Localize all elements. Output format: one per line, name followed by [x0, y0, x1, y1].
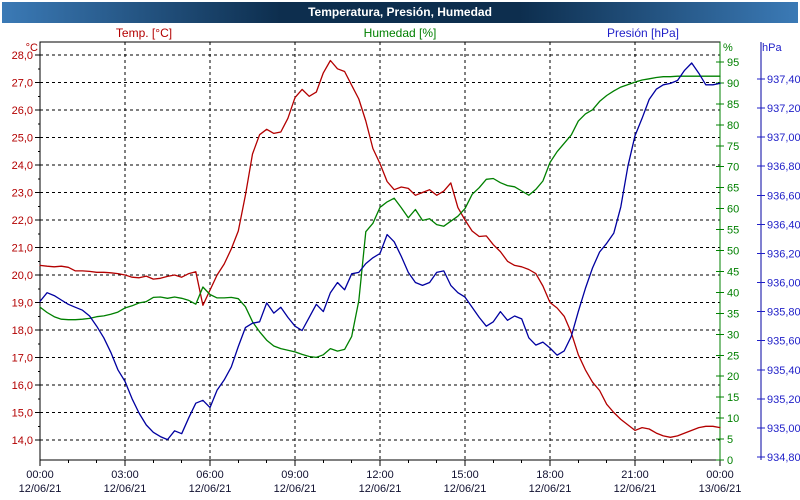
- x-time-label: 18:00: [536, 469, 564, 481]
- humidity-tick-label: 70: [727, 162, 739, 174]
- pressure-tick-label: 936,40: [767, 219, 800, 231]
- legend-temperature-label: Temp. [°C]: [115, 26, 173, 40]
- humidity-tick-label: 30: [727, 329, 739, 341]
- pressure-tick-label: 936,60: [767, 190, 800, 202]
- humidity-tick-label: 5: [727, 434, 733, 446]
- legend-humidity-label: Humedad [%]: [363, 26, 437, 40]
- humidity-tick-label: 80: [727, 120, 739, 132]
- x-date-label: 12/06/21: [444, 483, 487, 495]
- x-date-label: 12/06/21: [189, 483, 232, 495]
- temp-tick-label: 24,0: [12, 160, 33, 172]
- x-date-label: 12/06/21: [614, 483, 657, 495]
- x-date-label: 12/06/21: [274, 483, 317, 495]
- humidity-tick-label: 75: [727, 141, 739, 153]
- humidity-tick-label: 60: [727, 204, 739, 216]
- pressure-tick-label: 935,00: [767, 423, 800, 435]
- temp-tick-label: 23,0: [12, 188, 33, 200]
- x-date-label: 13/06/21: [699, 483, 742, 495]
- temperature-axis-unit: °C: [25, 42, 38, 54]
- temp-tick-label: 20,0: [12, 270, 33, 282]
- pressure-tick-label: 935,60: [767, 336, 800, 348]
- pressure-tick-label: 937,00: [767, 132, 800, 144]
- x-time-label: 12:00: [366, 469, 394, 481]
- x-time-label: 21:00: [621, 469, 649, 481]
- pressure-tick-label: 937,20: [767, 103, 800, 115]
- humidity-tick-label: 95: [727, 57, 739, 69]
- humidity-tick-label: 35: [727, 308, 739, 320]
- pressure-series-line: [39, 62, 721, 441]
- x-time-label: 00:00: [26, 469, 54, 481]
- temp-tick-label: 19,0: [12, 298, 33, 310]
- temp-tick-label: 14,0: [12, 435, 33, 447]
- temp-tick-label: 18,0: [12, 325, 33, 337]
- temp-tick-label: 21,0: [12, 243, 33, 255]
- pressure-tick-label: 936,80: [767, 161, 800, 173]
- x-time-label: 06:00: [196, 469, 224, 481]
- pressure-axis-unit: hPa: [762, 42, 782, 54]
- legend-pressure-label: Presión [hPa]: [606, 26, 680, 40]
- humidity-tick-label: 15: [727, 392, 739, 404]
- pressure-tick-label: 934,80: [767, 452, 800, 464]
- x-date-label: 12/06/21: [19, 483, 62, 495]
- x-date-label: 12/06/21: [359, 483, 402, 495]
- humidity-tick-label: 25: [727, 350, 739, 362]
- humidity-tick-label: 90: [727, 78, 739, 90]
- humidity-tick-label: 40: [727, 287, 739, 299]
- pressure-tick-label: 937,40: [767, 74, 800, 86]
- x-date-label: 12/06/21: [104, 483, 147, 495]
- temp-tick-label: 26,0: [12, 105, 33, 117]
- x-time-label: 03:00: [111, 469, 139, 481]
- temp-tick-label: 27,0: [12, 78, 33, 90]
- humidity-tick-label: 55: [727, 225, 739, 237]
- humidity-tick-label: 10: [727, 413, 739, 425]
- temp-tick-label: 16,0: [12, 380, 33, 392]
- humidity-series-line: [39, 75, 721, 359]
- pressure-tick-label: 935,20: [767, 394, 800, 406]
- window-title: Temperatura, Presión, Humedad: [308, 5, 492, 19]
- temperature-series-line: [39, 59, 721, 438]
- x-date-label: 12/06/21: [529, 483, 572, 495]
- pressure-tick-label: 936,20: [767, 248, 800, 260]
- x-time-label: 00:00: [706, 469, 734, 481]
- humidity-tick-label: 20: [727, 371, 739, 383]
- pressure-tick-label: 935,80: [767, 307, 800, 319]
- x-time-label: 09:00: [281, 469, 309, 481]
- humidity-tick-label: 50: [727, 246, 739, 258]
- temp-tick-label: 22,0: [12, 215, 33, 227]
- window-titlebar: Temperatura, Presión, Humedad: [2, 2, 798, 23]
- humidity-tick-label: 65: [727, 183, 739, 195]
- humidity-tick-label: 0: [727, 455, 733, 467]
- temp-tick-label: 17,0: [12, 353, 33, 365]
- temp-tick-label: 28,0: [12, 50, 33, 62]
- temp-tick-label: 25,0: [12, 133, 33, 145]
- x-time-label: 15:00: [451, 469, 479, 481]
- humidity-tick-label: 45: [727, 266, 739, 278]
- humidity-axis-unit: %: [723, 42, 733, 54]
- temp-tick-label: 15,0: [12, 408, 33, 420]
- pressure-tick-label: 935,40: [767, 365, 800, 377]
- pressure-tick-label: 936,00: [767, 278, 800, 290]
- humidity-tick-label: 85: [727, 99, 739, 111]
